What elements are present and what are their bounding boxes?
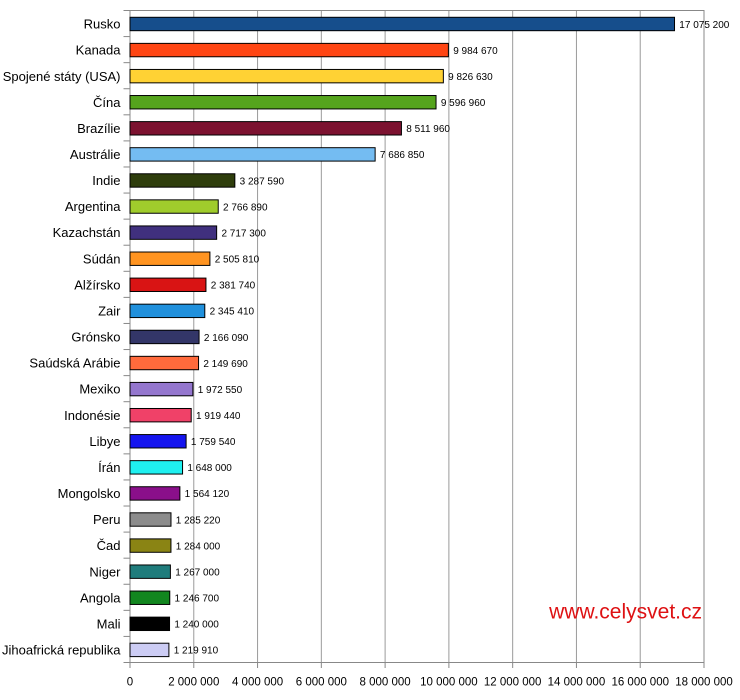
svg-text:Brazílie: Brazílie <box>77 121 120 136</box>
svg-text:9 596 960: 9 596 960 <box>441 98 486 109</box>
svg-text:2 381 740: 2 381 740 <box>211 281 256 292</box>
svg-text:Niger: Niger <box>89 564 121 579</box>
svg-text:www.celysvet.cz: www.celysvet.cz <box>548 601 702 624</box>
svg-text:1 919 440: 1 919 440 <box>196 411 241 422</box>
svg-text:Argentina: Argentina <box>65 199 121 214</box>
svg-text:Mali: Mali <box>97 616 121 631</box>
svg-text:Mongolsko: Mongolsko <box>58 486 121 501</box>
svg-text:Indie: Indie <box>92 173 120 188</box>
svg-text:Grónsko: Grónsko <box>71 330 120 345</box>
svg-text:10 000 000: 10 000 000 <box>420 677 478 689</box>
svg-text:1 267 000: 1 267 000 <box>175 567 220 578</box>
svg-text:7 686 850: 7 686 850 <box>380 150 425 161</box>
svg-text:2 766 890: 2 766 890 <box>223 202 268 213</box>
svg-text:Jihoafrická republika: Jihoafrická republika <box>2 643 121 658</box>
svg-text:2 505 810: 2 505 810 <box>215 255 260 266</box>
svg-text:Indonésie: Indonésie <box>64 408 120 423</box>
svg-text:1 219 910: 1 219 910 <box>174 646 219 657</box>
svg-text:9 826 630: 9 826 630 <box>448 72 493 83</box>
svg-text:4 000 000: 4 000 000 <box>232 677 283 689</box>
svg-text:Alžírsko: Alžírsko <box>74 277 120 292</box>
svg-text:1 972 550: 1 972 550 <box>198 385 243 396</box>
svg-text:8 511 960: 8 511 960 <box>406 124 450 135</box>
svg-text:14 000 000: 14 000 000 <box>548 677 606 689</box>
svg-text:1 246 700: 1 246 700 <box>175 594 220 605</box>
svg-text:Mexiko: Mexiko <box>79 382 120 397</box>
svg-text:18 000 000: 18 000 000 <box>675 677 733 689</box>
svg-text:Rusko: Rusko <box>84 17 121 32</box>
svg-text:8 000 000: 8 000 000 <box>360 677 411 689</box>
svg-text:16 000 000: 16 000 000 <box>611 677 669 689</box>
svg-text:1 284 000: 1 284 000 <box>176 541 221 552</box>
svg-text:Peru: Peru <box>93 512 120 527</box>
svg-text:Írán: Írán <box>98 460 120 475</box>
svg-text:6 000 000: 6 000 000 <box>296 677 347 689</box>
svg-text:2 000 000: 2 000 000 <box>168 677 219 689</box>
svg-text:2 345 410: 2 345 410 <box>210 307 255 318</box>
svg-text:Zair: Zair <box>98 303 121 318</box>
svg-text:Kanada: Kanada <box>76 43 122 58</box>
svg-text:1 564 120: 1 564 120 <box>185 489 230 500</box>
svg-text:2 717 300: 2 717 300 <box>221 228 266 239</box>
svg-text:Spojené státy (USA): Spojené státy (USA) <box>3 69 121 84</box>
svg-text:2 149 690: 2 149 690 <box>203 359 248 370</box>
svg-text:Saúdská Arábie: Saúdská Arábie <box>29 356 120 371</box>
svg-text:2 166 090: 2 166 090 <box>204 333 249 344</box>
svg-text:Austrálie: Austrálie <box>70 147 121 162</box>
svg-text:12 000 000: 12 000 000 <box>484 677 542 689</box>
svg-text:3 287 590: 3 287 590 <box>240 176 285 187</box>
svg-text:Libye: Libye <box>89 434 120 449</box>
svg-text:Čína: Čína <box>93 95 121 110</box>
svg-text:17 075 200: 17 075 200 <box>679 20 729 31</box>
svg-text:0: 0 <box>127 677 133 689</box>
svg-text:Čad: Čad <box>97 538 121 553</box>
svg-text:1 240 000: 1 240 000 <box>174 620 219 631</box>
svg-text:9 984 670: 9 984 670 <box>453 46 498 57</box>
svg-text:1 648 000: 1 648 000 <box>187 463 232 474</box>
svg-text:Angola: Angola <box>80 590 121 605</box>
svg-text:Súdán: Súdán <box>83 251 121 266</box>
svg-text:1 285 220: 1 285 220 <box>176 515 221 526</box>
svg-text:1 759 540: 1 759 540 <box>191 437 236 448</box>
svg-text:Kazachstán: Kazachstán <box>53 225 121 240</box>
